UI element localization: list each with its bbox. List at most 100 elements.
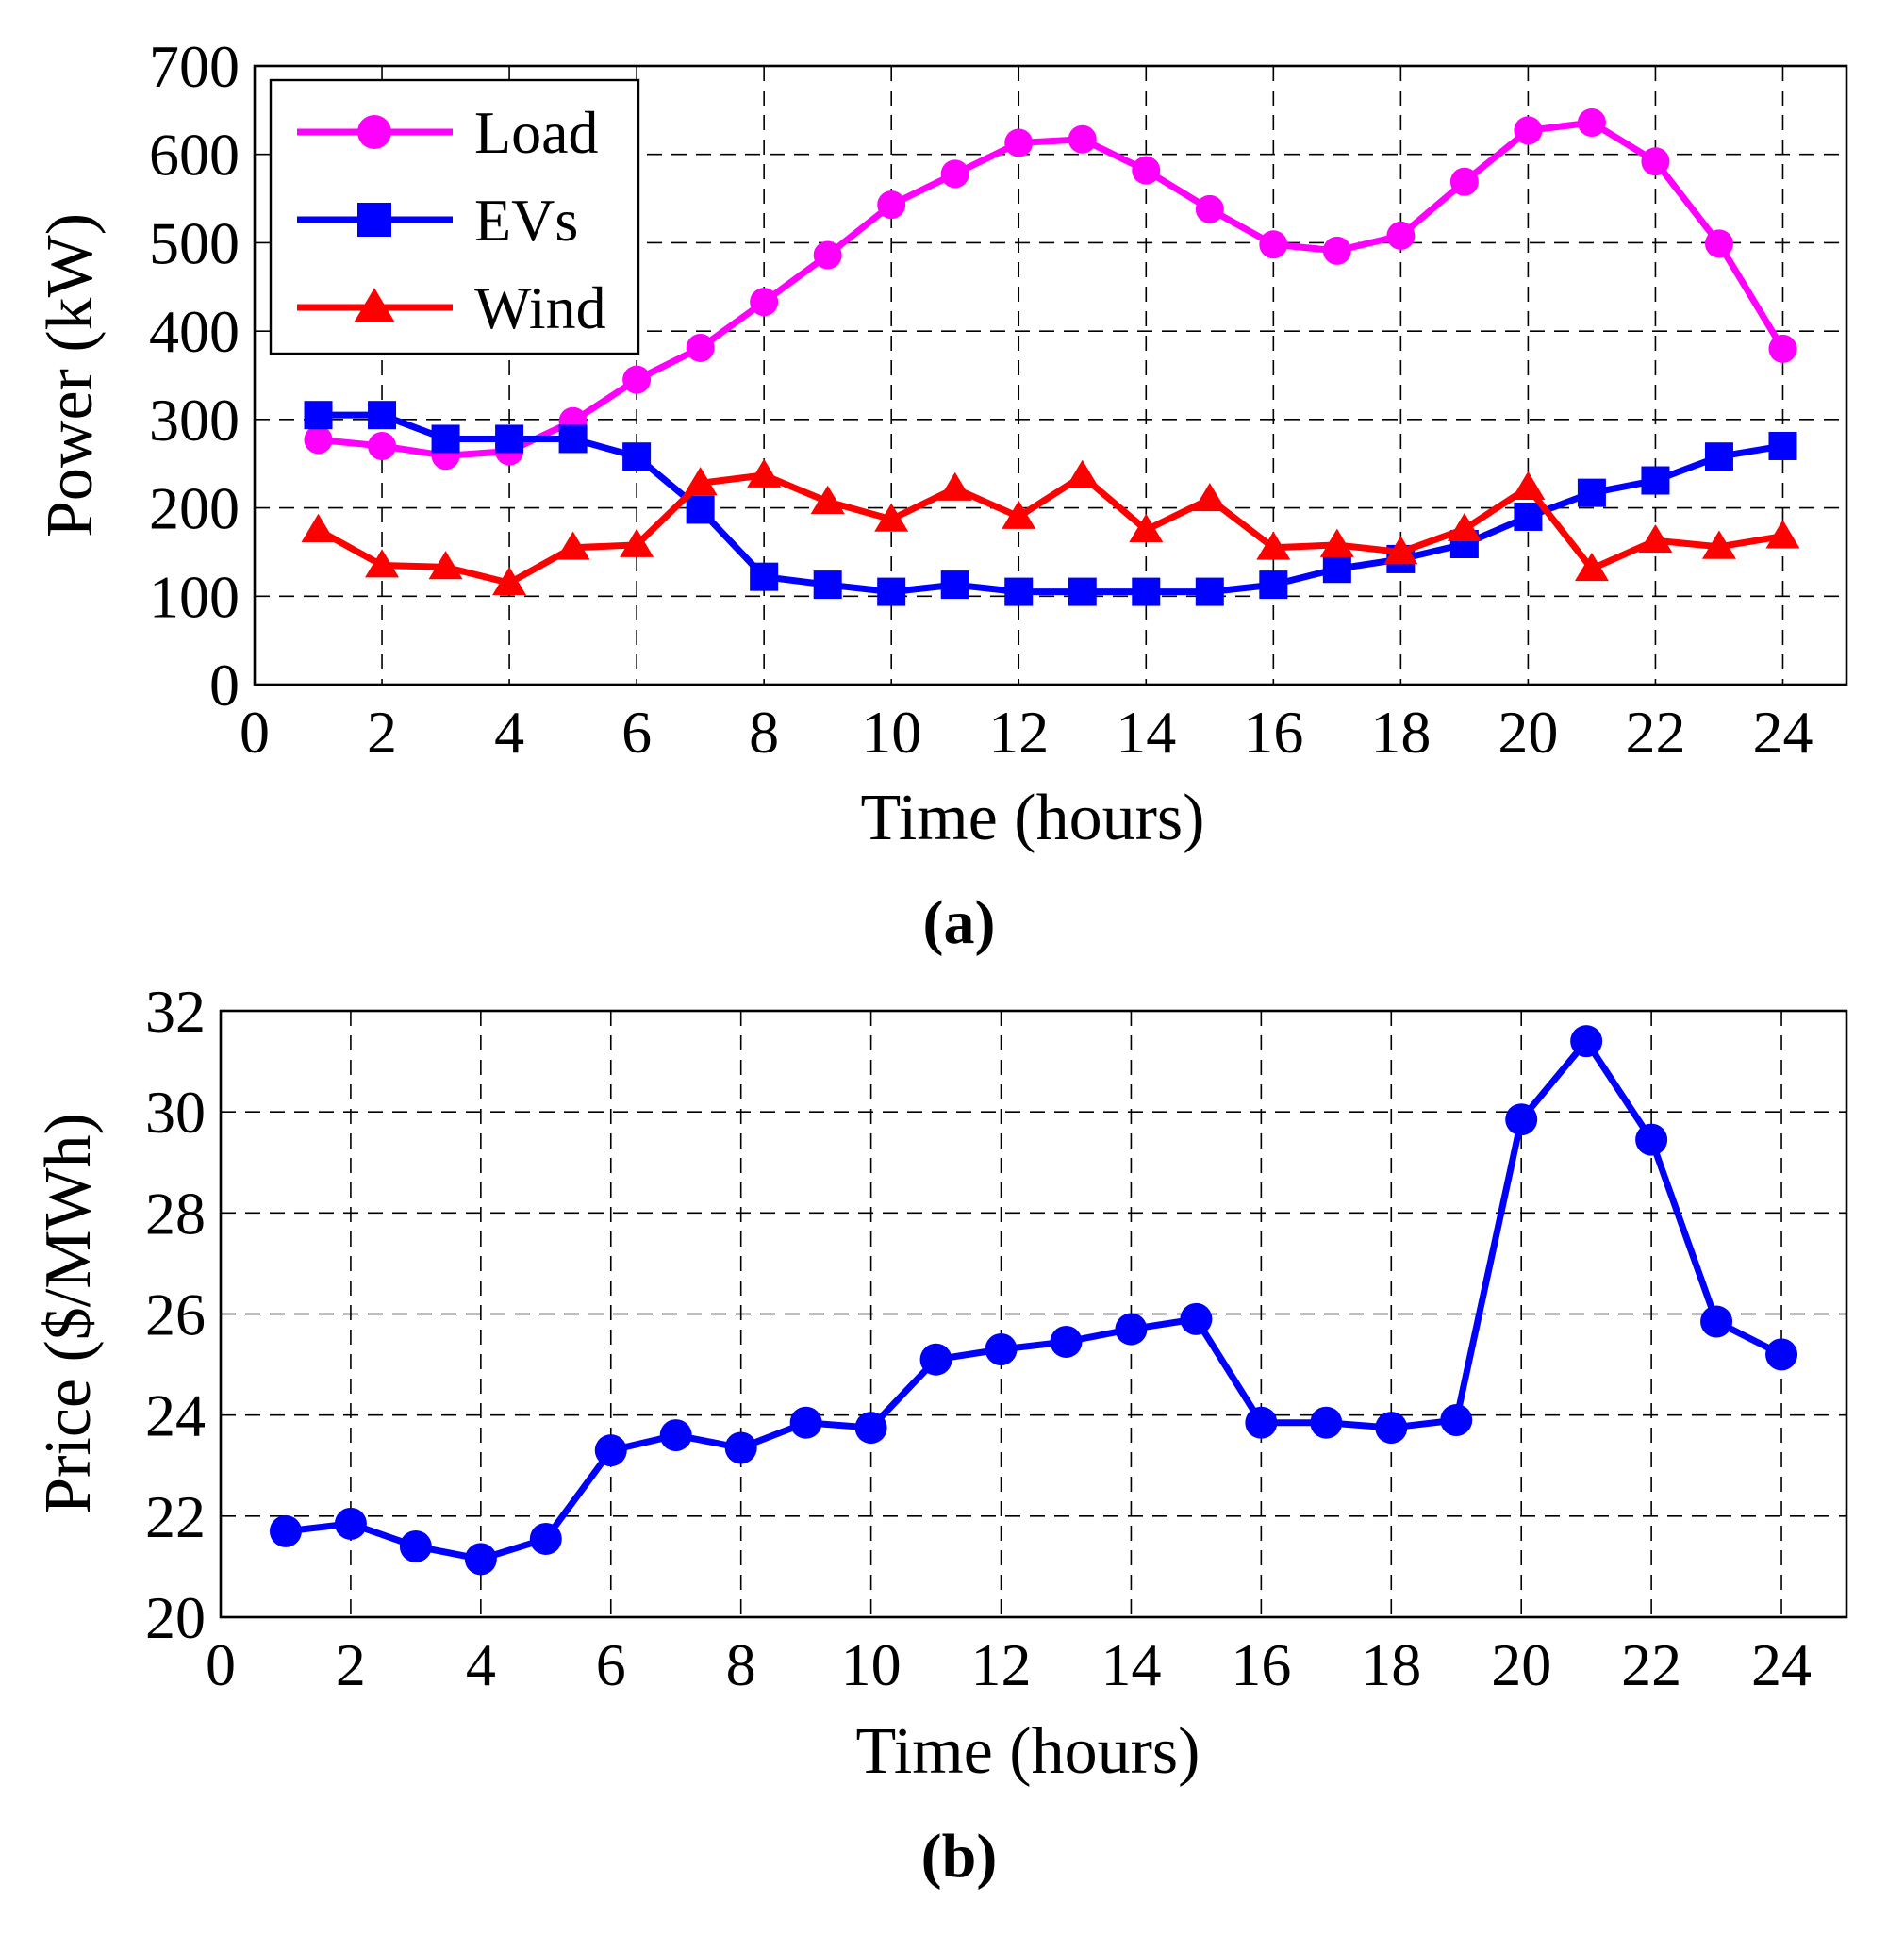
series-wind (301, 458, 1800, 596)
price-series (269, 1025, 1798, 1576)
price-point (1375, 1412, 1408, 1445)
price-x-tick-label: 24 (1751, 1631, 1812, 1698)
price-point (1115, 1313, 1148, 1346)
price-plot-frame (219, 1009, 1848, 1619)
power-y-ticks: 0 100 200 300 400 500 600 700 (149, 33, 240, 719)
load-point (1004, 128, 1034, 157)
price-point (529, 1522, 562, 1555)
price-x-tick-label: 16 (1231, 1631, 1291, 1698)
price-point (269, 1514, 302, 1547)
price-point (789, 1406, 822, 1439)
price-point (1050, 1325, 1083, 1358)
price-point (985, 1333, 1018, 1366)
price-point (724, 1431, 757, 1464)
wind-point (1002, 500, 1036, 529)
load-point (1704, 229, 1733, 258)
load-point (686, 333, 715, 362)
price-point (919, 1343, 952, 1376)
wind-line (316, 471, 1784, 587)
legend-wind-marker (354, 288, 395, 322)
wind-point (683, 467, 718, 496)
wind-point (747, 458, 782, 488)
power-y-tick-label: 300 (149, 387, 240, 454)
price-y-axis-label: Price ($/MWh) (32, 1113, 105, 1514)
wind-point (1765, 520, 1800, 549)
evs-point (1704, 442, 1733, 471)
wind-point (492, 566, 527, 596)
power-x-tick-label: 4 (494, 699, 524, 766)
power-series (301, 107, 1800, 606)
power-x-tick-label: 16 (1243, 699, 1303, 766)
wind-point (301, 513, 336, 542)
evs-point (686, 495, 715, 524)
wind-point (1129, 513, 1164, 542)
wind-point (620, 528, 654, 557)
price-point (659, 1419, 692, 1452)
power-x-tick-label: 18 (1370, 699, 1431, 766)
legend-item-load: Load (297, 99, 599, 166)
power-y-tick-label: 600 (149, 122, 240, 189)
load-point (1259, 230, 1288, 259)
price-point (1245, 1406, 1278, 1439)
legend-evs-marker (357, 203, 391, 237)
evs-point (368, 401, 397, 430)
price-x-tick-label: 0 (206, 1631, 236, 1698)
evs-point (1514, 502, 1543, 531)
evs-point (1195, 577, 1224, 606)
load-point (622, 365, 652, 394)
wind-point (1319, 528, 1354, 557)
price-x-tick-label: 12 (971, 1631, 1032, 1698)
load-point (304, 425, 333, 455)
legend-evs-label: EVs (474, 187, 578, 254)
evs-point (495, 424, 524, 454)
price-x-axis-label: Time (hours) (856, 1715, 1200, 1788)
wind-point (428, 551, 463, 580)
power-x-tick-label: 6 (621, 699, 652, 766)
power-x-axis-label: Time (hours) (861, 782, 1205, 854)
power-x-tick-label: 14 (1116, 699, 1176, 766)
load-point (1449, 167, 1479, 196)
price-y-ticks: 20 22 24 26 28 30 32 (145, 978, 206, 1651)
evs-point (1004, 577, 1034, 606)
legend-load-label: Load (474, 99, 599, 166)
price-x-tick-label: 8 (726, 1631, 756, 1698)
wind-point (810, 485, 845, 514)
evs-point (1641, 466, 1670, 495)
power-y-tick-label: 0 (209, 652, 240, 719)
load-point (1641, 147, 1670, 176)
price-y-tick-label: 30 (145, 1079, 206, 1146)
legend-wind-label: Wind (474, 274, 606, 341)
price-y-tick-label: 28 (145, 1180, 206, 1247)
price-point (1505, 1103, 1538, 1136)
price-point (1570, 1025, 1603, 1058)
price-point (594, 1434, 627, 1467)
price-y-tick-label: 20 (145, 1584, 206, 1651)
load-point (1195, 194, 1224, 223)
load-point (1132, 156, 1161, 185)
wind-point (1638, 523, 1673, 554)
price-point (334, 1507, 367, 1540)
wind-point (874, 503, 909, 532)
price-x-tick-label: 20 (1491, 1631, 1551, 1698)
evs-point (940, 570, 969, 600)
power-chart: 0 2 4 6 8 10 12 14 16 18 20 22 24 010020030040050060… (34, 33, 1848, 957)
wind-point (1383, 536, 1418, 565)
legend: Load EVs Wind (269, 78, 640, 355)
caption-b: (b) (921, 1822, 998, 1891)
price-x-tick-label: 22 (1621, 1631, 1681, 1698)
price-point (1635, 1123, 1668, 1156)
price-x-tick-label: 18 (1361, 1631, 1421, 1698)
load-point (1386, 221, 1416, 250)
load-point (368, 431, 397, 460)
evs-point (877, 577, 906, 606)
wind-point (1065, 459, 1100, 488)
load-point (877, 190, 906, 220)
price-y-tick-label: 22 (145, 1483, 206, 1550)
power-y-tick-label: 200 (149, 475, 240, 542)
evs-point (1577, 478, 1606, 507)
series-evs (304, 401, 1797, 606)
price-point (854, 1412, 887, 1445)
wind-point (1574, 552, 1609, 582)
evs-point (304, 401, 333, 430)
